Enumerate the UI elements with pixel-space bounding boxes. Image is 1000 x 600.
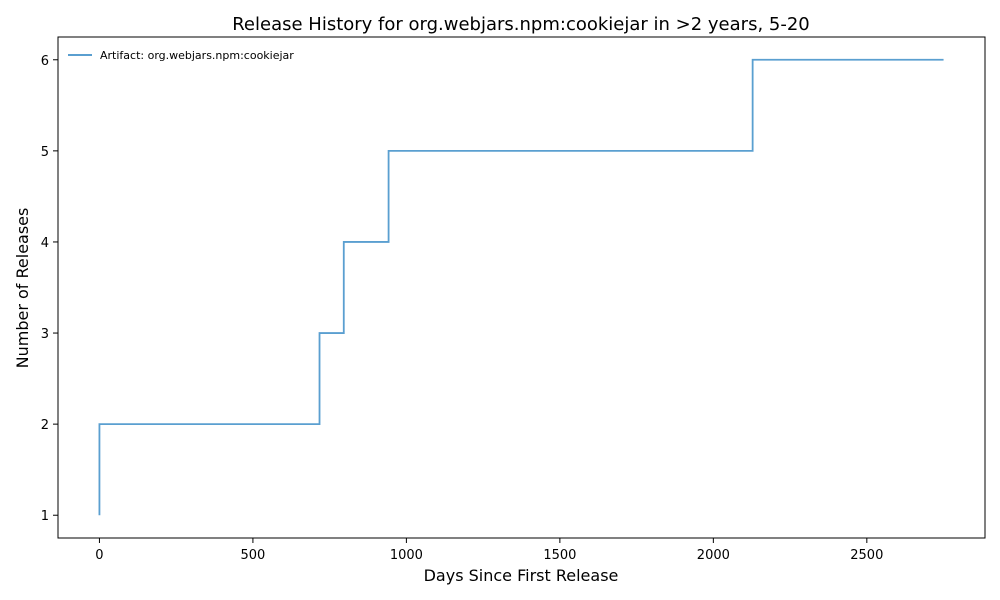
legend-label: Artifact: org.webjars.npm:cookiejar [100, 49, 294, 62]
x-tick-label: 500 [241, 548, 266, 563]
y-tick-label: 3 [41, 327, 49, 342]
series-layer [98, 58, 944, 516]
x-tick-label: 1000 [390, 548, 423, 563]
x-axis: 0 500 1000 1500 2000 2500 [95, 538, 883, 563]
y-tick-label: 6 [41, 54, 49, 69]
x-axis-label: Days Since First Release [424, 566, 619, 585]
y-tick-label: 1 [41, 509, 49, 524]
y-axis-label: Number of Releases [13, 208, 32, 369]
legend: Artifact: org.webjars.npm:cookiejar [68, 49, 294, 62]
y-axis: 1 2 3 4 5 6 [41, 54, 58, 524]
series-line [98, 58, 944, 516]
x-tick-label: 2000 [697, 548, 730, 563]
x-tick-label: 2500 [850, 548, 883, 563]
x-tick-label: 0 [95, 548, 103, 563]
plot-area-frame [57, 36, 986, 539]
x-tick-label: 1500 [543, 548, 576, 563]
y-tick-label: 5 [41, 145, 49, 160]
chart-title: Release History for org.webjars.npm:cook… [232, 14, 810, 35]
y-tick-label: 2 [41, 418, 49, 433]
y-tick-label: 4 [41, 236, 49, 251]
